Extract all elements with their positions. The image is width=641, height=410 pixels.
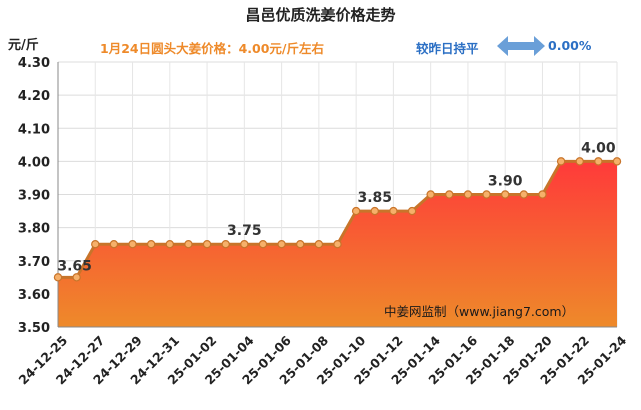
y-tick-labels: 3.50 3.60 3.70 3.80 3.90 4.00 4.10 4.20 4.30 [18, 56, 50, 336]
data-point [575, 157, 584, 166]
data-point [482, 190, 491, 199]
data-point [556, 157, 566, 166]
data-labels: 3.65 3.75 3.85 3.90 4.00 [57, 140, 616, 274]
data-point [221, 239, 230, 249]
data-point [594, 157, 603, 166]
axes [57, 62, 617, 328]
data-label: 3.90 [488, 174, 523, 190]
y-tick-label: 4.30 [18, 56, 50, 71]
y-tick-label: 3.60 [18, 288, 50, 303]
data-point [538, 190, 547, 199]
data-point [426, 190, 435, 199]
y-tick-label: 3.80 [18, 222, 50, 237]
data-point [389, 206, 398, 216]
data-point [146, 239, 156, 249]
data-point [370, 206, 379, 216]
data-point [314, 239, 324, 249]
y-tick-label: 4.20 [18, 89, 50, 104]
data-point [296, 239, 305, 249]
data-point [72, 273, 81, 282]
data-point [53, 273, 63, 282]
data-markers [53, 157, 622, 282]
data-point [463, 190, 473, 199]
data-point [91, 239, 100, 249]
data-label: 4.00 [581, 140, 616, 156]
y-tick-label: 3.90 [18, 189, 50, 204]
data-point [612, 157, 622, 166]
data-point [109, 239, 119, 249]
change-percent: 0.00% [548, 38, 592, 53]
data-point [240, 239, 249, 249]
data-point [165, 239, 174, 249]
data-point [407, 206, 417, 216]
price-summary: 1月24日圆头大姜价格：4.00元/斤左右 [100, 41, 324, 56]
data-point [519, 190, 529, 199]
data-label: 3.75 [227, 223, 262, 239]
data-label: 3.85 [357, 190, 392, 206]
y-tick-label: 3.70 [18, 255, 50, 270]
data-point [277, 239, 286, 249]
chart-title: 昌邑优质洗姜价格走势 [245, 6, 396, 24]
y-axis-unit: 元/斤 [8, 38, 39, 53]
data-point [333, 239, 342, 249]
x-tick-labels: 24-12-2524-12-2724-12-2924-12-3125-01-02… [15, 332, 629, 387]
y-tick-label: 3.50 [18, 321, 50, 336]
data-point [202, 239, 212, 249]
y-tick-label: 4.10 [18, 122, 50, 137]
y-tick-label: 4.00 [18, 155, 50, 170]
data-label: 3.65 [57, 258, 92, 274]
data-point [258, 239, 268, 249]
watermark: 中姜网监制（www.jiang7.com） [384, 304, 575, 319]
compare-text: 较昨日持平 [416, 41, 479, 56]
data-point [128, 239, 137, 249]
data-point [351, 206, 361, 216]
data-point [501, 190, 510, 199]
double-arrow-icon [497, 36, 545, 56]
data-point [445, 190, 454, 199]
data-point [184, 239, 193, 249]
